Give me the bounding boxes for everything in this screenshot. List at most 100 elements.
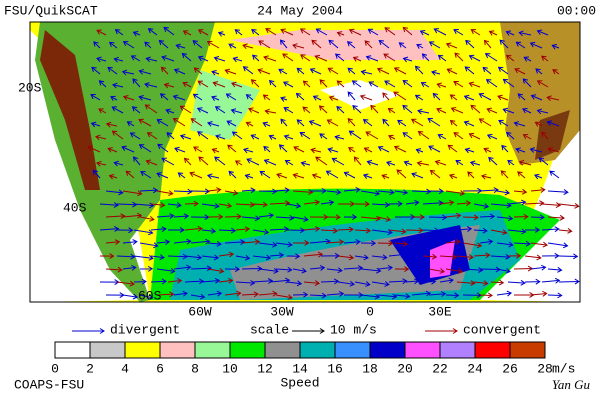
arrow — [167, 253, 188, 260]
arrow — [150, 226, 167, 233]
arrow — [269, 226, 290, 233]
arrow — [411, 214, 425, 220]
arrow — [470, 104, 481, 114]
arrow — [156, 291, 175, 298]
arrow — [431, 69, 441, 76]
arrow — [246, 158, 260, 166]
arrow — [327, 67, 339, 75]
arrow — [197, 131, 209, 140]
arrow — [163, 26, 175, 36]
arrow — [147, 28, 158, 36]
arrow — [534, 173, 543, 180]
arrow — [215, 134, 226, 140]
arrow — [189, 171, 203, 179]
arrow — [99, 202, 119, 208]
arrow — [211, 147, 220, 154]
arrow — [437, 54, 447, 62]
arrow — [303, 251, 324, 258]
arrow — [547, 189, 569, 195]
arrow — [382, 92, 390, 101]
arrow — [470, 29, 481, 36]
footer-right: Yan Gu — [552, 377, 591, 392]
arrow — [276, 172, 288, 179]
arrow — [112, 82, 124, 89]
arrow — [165, 108, 175, 115]
arrow — [258, 40, 271, 49]
arrow — [449, 94, 458, 101]
arrow — [201, 228, 217, 234]
arrow — [445, 190, 466, 196]
arrow — [343, 186, 361, 193]
arrow — [432, 92, 441, 101]
arrow — [139, 265, 154, 272]
band — [320, 80, 400, 110]
colorbar-tick-label: 20 — [397, 361, 413, 376]
arrow — [218, 277, 234, 284]
arrow — [449, 119, 458, 127]
colorbar-tick-label: 6 — [156, 361, 164, 376]
arrow — [469, 160, 481, 167]
arrow — [535, 68, 543, 75]
arrow — [447, 144, 458, 153]
arrow — [479, 292, 493, 299]
arrow — [445, 42, 458, 49]
arrow — [184, 254, 203, 261]
arrow — [309, 68, 322, 75]
arrow — [262, 94, 271, 101]
arrow — [315, 28, 328, 36]
arrow — [377, 240, 394, 247]
arrow — [456, 280, 476, 286]
legend-divergent: divergent — [110, 322, 180, 337]
arrow — [213, 56, 226, 62]
arrow — [388, 251, 406, 258]
arrow — [352, 104, 362, 114]
arrow — [121, 145, 135, 153]
arrow — [167, 227, 185, 233]
arrow — [365, 131, 379, 140]
arrow — [312, 95, 322, 101]
arrow — [114, 29, 124, 36]
arrow — [366, 159, 379, 166]
arrow — [172, 118, 186, 127]
arrow — [130, 55, 141, 62]
arrow — [468, 81, 481, 88]
arrow — [388, 228, 407, 235]
arrow — [377, 293, 398, 300]
arrow — [403, 160, 413, 166]
arrow — [364, 40, 373, 49]
arrow — [348, 28, 362, 36]
arrow — [530, 241, 548, 248]
arrow — [252, 254, 272, 261]
arrow — [402, 132, 413, 140]
arrow — [360, 190, 381, 197]
legend-convergent: convergent — [463, 322, 541, 337]
arrow — [173, 188, 193, 195]
arrow — [325, 170, 339, 179]
arrow — [507, 279, 526, 286]
arrow — [150, 278, 167, 285]
arrow — [145, 56, 158, 63]
colorbar-swatch — [299, 341, 336, 359]
arrow — [453, 132, 464, 140]
arrow — [92, 169, 101, 179]
arrow — [234, 29, 243, 36]
arrow — [122, 190, 143, 197]
arrow — [138, 68, 152, 75]
arrow — [172, 94, 186, 101]
arrow — [558, 253, 579, 260]
arrow — [437, 133, 447, 140]
arrow — [257, 68, 271, 75]
band — [430, 240, 455, 278]
colorbar-tick-label: 26 — [502, 361, 518, 376]
arrow — [507, 159, 515, 166]
arrow — [405, 199, 420, 206]
arrow — [108, 173, 118, 180]
arrow — [402, 104, 413, 114]
arrow — [214, 106, 226, 114]
arrow — [183, 157, 192, 166]
arrow — [483, 39, 492, 49]
arrow — [388, 278, 408, 285]
arrow — [428, 291, 447, 297]
arrow — [275, 294, 293, 301]
arrow — [558, 278, 580, 285]
